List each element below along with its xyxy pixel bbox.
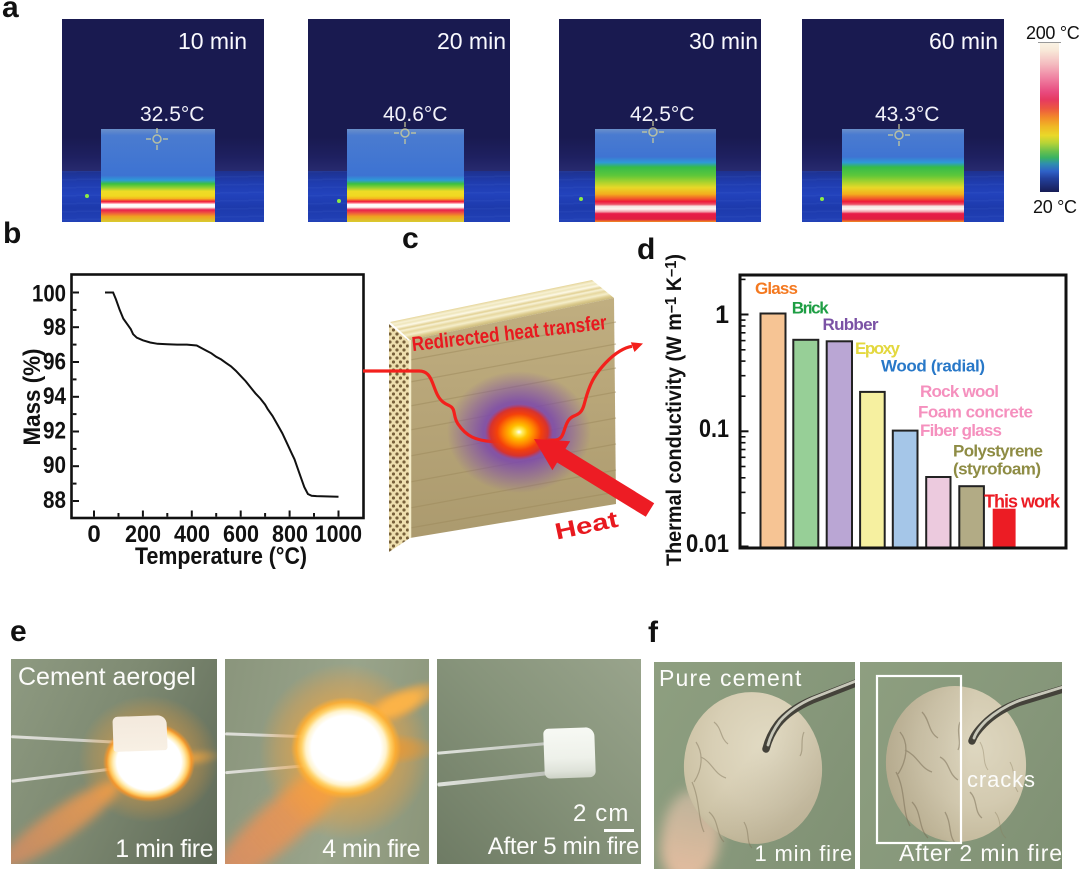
svg-text:Brick: Brick bbox=[792, 298, 830, 317]
svg-text:Glass: Glass bbox=[755, 279, 798, 298]
svg-text:90: 90 bbox=[43, 452, 66, 479]
svg-text:Foam concrete: Foam concrete bbox=[918, 403, 1033, 422]
svg-text:96: 96 bbox=[43, 349, 66, 376]
svg-text:94: 94 bbox=[43, 383, 67, 410]
svg-text:92: 92 bbox=[43, 418, 66, 445]
svg-text:Thermal conductivity (W m–1 K–: Thermal conductivity (W m–1 K–1) bbox=[662, 254, 686, 566]
svg-text:Fiber glass: Fiber glass bbox=[920, 421, 1002, 440]
svg-text:1: 1 bbox=[715, 301, 729, 329]
svg-text:Rock wool: Rock wool bbox=[920, 382, 999, 401]
svg-text:Wood (radial): Wood (radial) bbox=[881, 357, 985, 376]
svg-text:98: 98 bbox=[43, 314, 66, 341]
svg-text:0.01: 0.01 bbox=[686, 530, 729, 558]
svg-text:This work: This work bbox=[984, 492, 1061, 512]
svg-text:(styrofoam): (styrofoam) bbox=[953, 460, 1041, 479]
svg-text:Polystyrene: Polystyrene bbox=[953, 442, 1043, 461]
svg-text:0: 0 bbox=[87, 521, 100, 548]
svg-text:200: 200 bbox=[125, 521, 161, 548]
svg-text:800: 800 bbox=[272, 521, 308, 548]
svg-text:88: 88 bbox=[43, 487, 66, 514]
svg-text:1000: 1000 bbox=[315, 521, 362, 548]
svg-text:Rubber: Rubber bbox=[823, 315, 879, 334]
svg-text:Mass (%): Mass (%) bbox=[19, 349, 46, 446]
svg-text:0.1: 0.1 bbox=[699, 415, 729, 443]
svg-text:Temperature (°C): Temperature (°C) bbox=[135, 543, 307, 570]
svg-text:600: 600 bbox=[223, 521, 259, 548]
svg-text:100: 100 bbox=[32, 281, 66, 308]
svg-text:400: 400 bbox=[174, 521, 210, 548]
svg-text:Epoxy: Epoxy bbox=[855, 339, 901, 358]
